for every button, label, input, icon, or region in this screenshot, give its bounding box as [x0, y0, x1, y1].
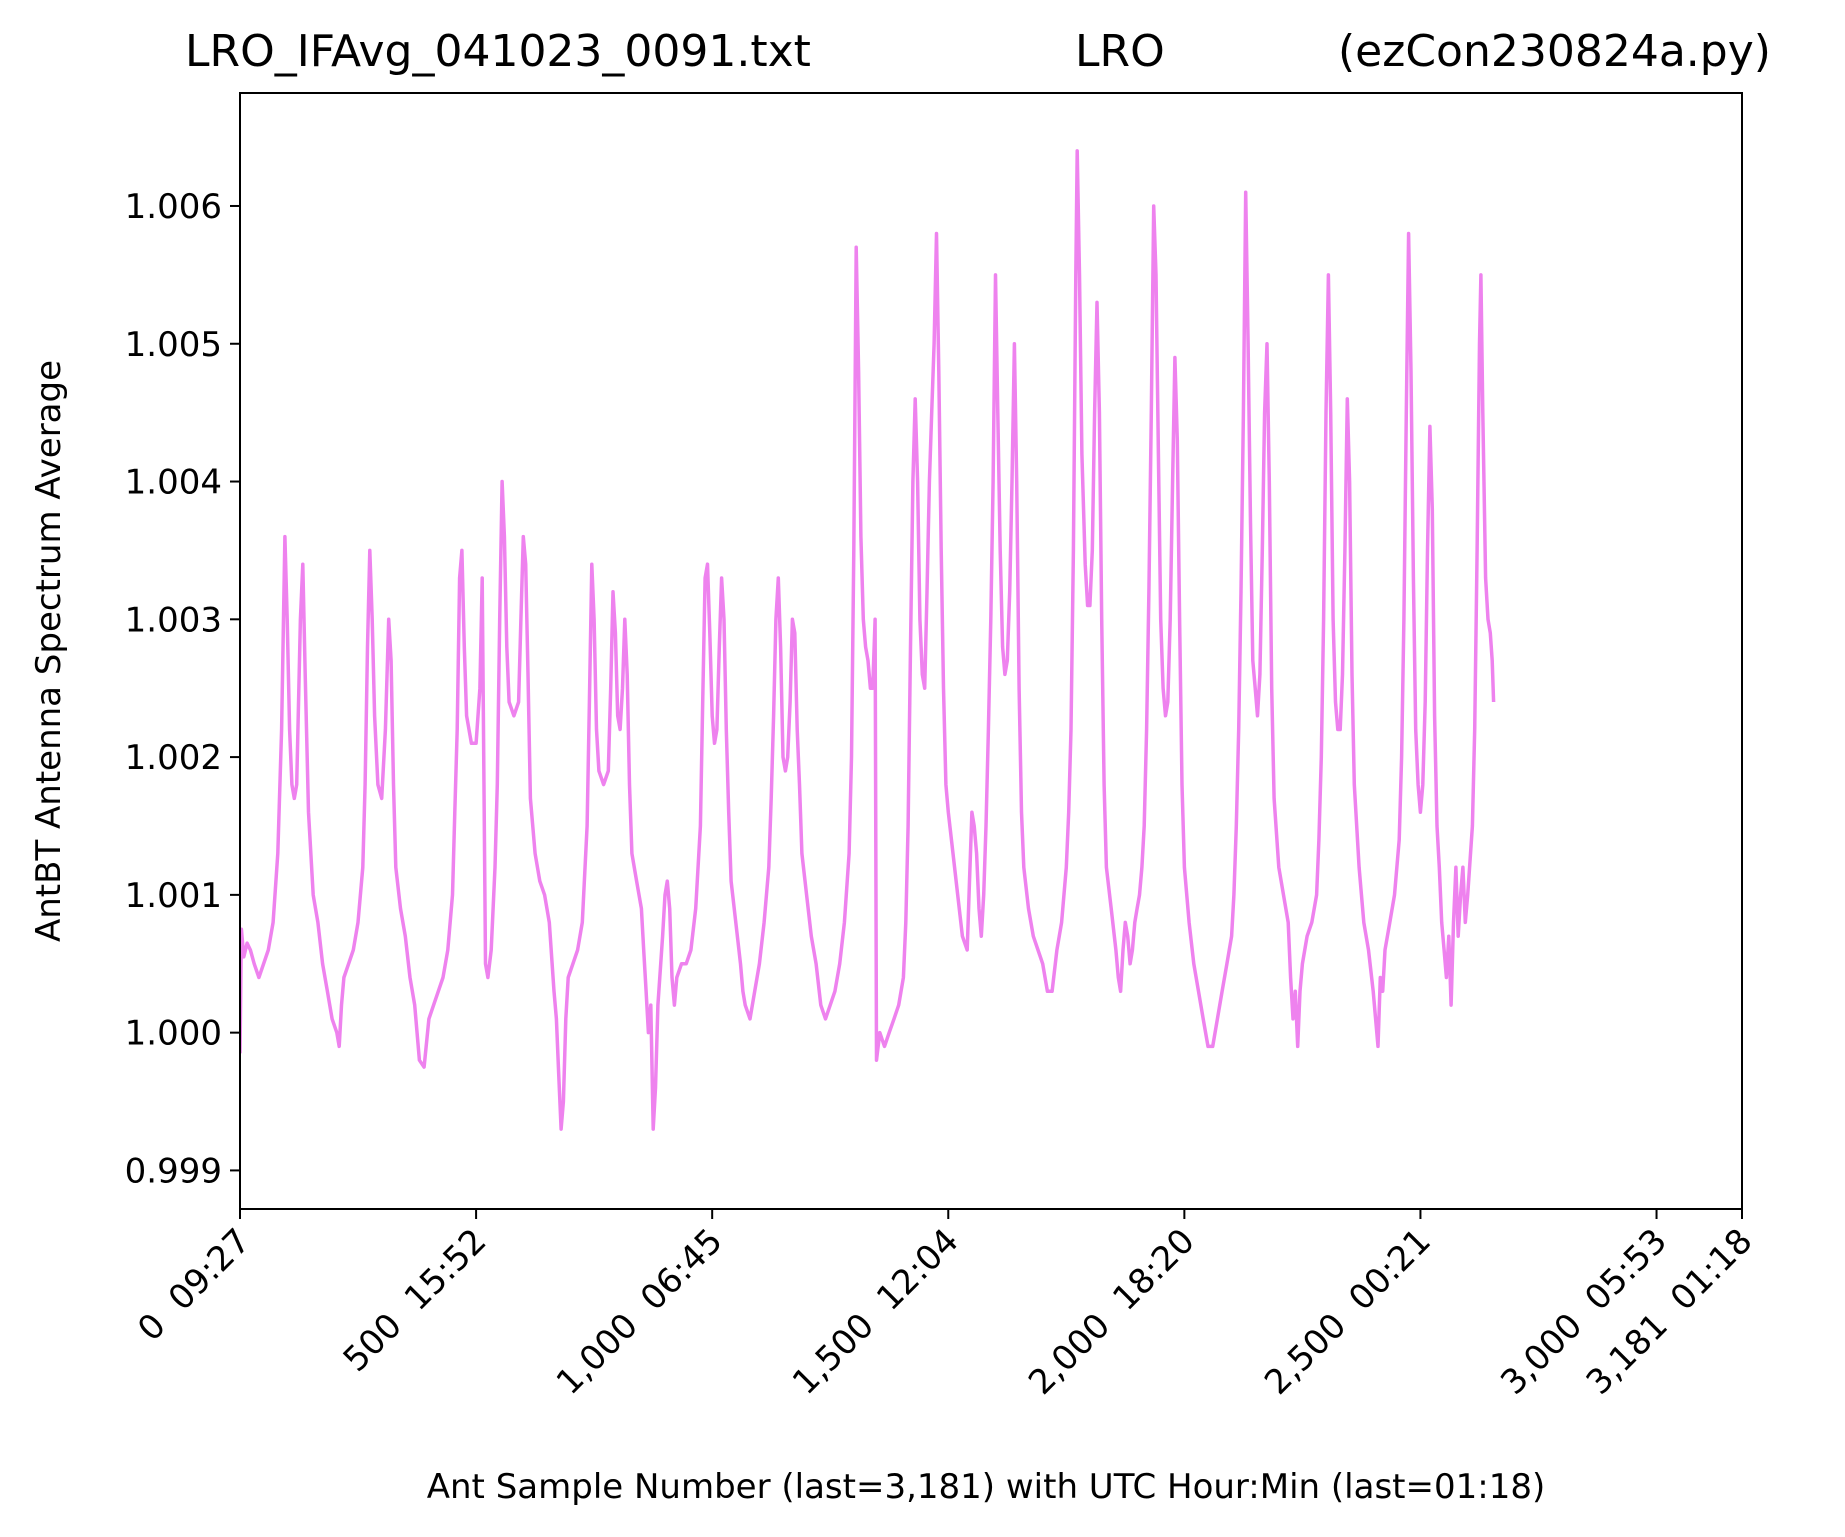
y-axis: 0.999 1.000 1.001 1.002 1.003 1.004 1.005 1.006: [125, 187, 240, 1191]
x-tick-label: 1,000 06:45: [549, 1221, 731, 1403]
y-tick-label: 1.002: [125, 738, 222, 778]
y-tick-label: 0.999: [125, 1151, 222, 1191]
x-tick-label: 500 15:52: [336, 1221, 495, 1380]
x-tick-label: 2,500 00:21: [1257, 1221, 1439, 1403]
y-tick-label: 1.001: [125, 876, 222, 916]
y-tick-label: 1.004: [125, 463, 222, 503]
y-tick-label: 1.003: [125, 600, 222, 640]
plot-frame: [239, 92, 1743, 1210]
chart-title-left: LRO_IFAvg_041023_0091.txt: [185, 26, 811, 77]
x-axis-label: Ant Sample Number (last=3,181) with UTC …: [427, 1467, 1545, 1507]
x-tick-label: 0 09:27: [130, 1221, 258, 1349]
y-tick-label: 1.000: [125, 1014, 222, 1054]
y-tick-label: 1.006: [125, 187, 222, 227]
data-series-line: [240, 149, 1496, 1131]
x-tick-label: 2,000 18:20: [1021, 1221, 1203, 1403]
x-tick-label: 1,500 12:04: [785, 1221, 967, 1403]
chart-title-right: (ezCon230824a.py): [1338, 26, 1771, 77]
y-tick-label: 1.005: [125, 325, 222, 365]
plot-area: [239, 92, 1743, 1210]
x-axis: 0 09:27 500 15:52 1,000 06:45 1,500 12:04 2,…: [130, 1209, 1760, 1403]
chart-title-center: LRO: [1075, 26, 1165, 77]
y-axis-label: AntBT Antenna Spectrum Average: [29, 360, 69, 942]
